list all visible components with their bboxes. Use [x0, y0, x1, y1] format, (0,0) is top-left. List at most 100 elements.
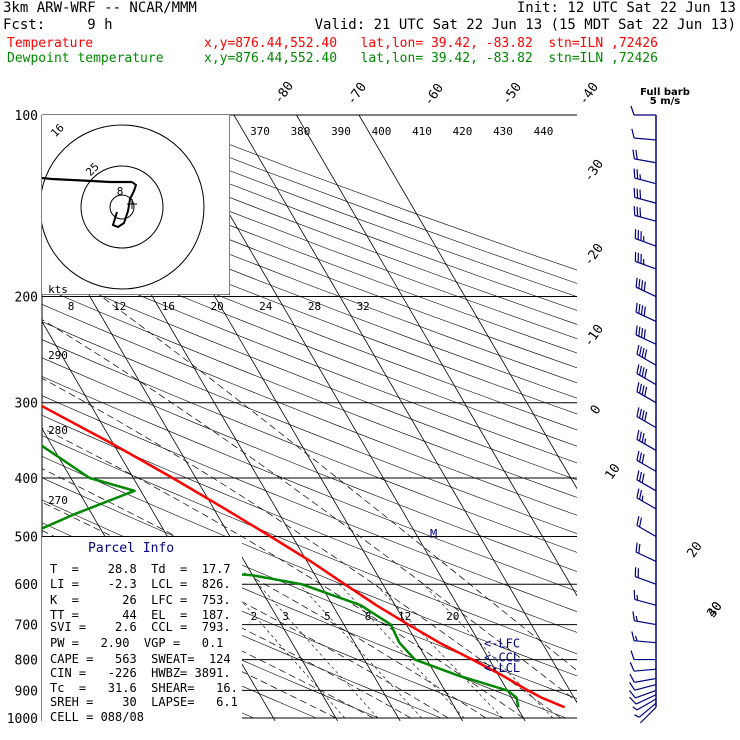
parcel-row: Tc = 31.6 SHEAR= 16. — [50, 681, 238, 695]
theta-label: 400 — [372, 125, 392, 138]
wind-barb-feather — [638, 408, 643, 419]
theta-label: 270 — [48, 494, 68, 507]
wind-barb-feather — [636, 382, 640, 392]
parcel-row: SVI = 2.6 CCL = 793. — [50, 620, 231, 634]
wind-barb-feather — [644, 386, 648, 397]
wind-barb-feather — [635, 325, 638, 336]
wind-barb-feather — [629, 696, 637, 705]
pressure-label: 400 — [15, 472, 38, 487]
parcel-row: SREH = 30 LAPSE= 6.1 — [50, 695, 238, 709]
pressure-label: 300 — [15, 397, 38, 412]
theta-label: 410 — [412, 125, 432, 138]
wind-barb-feather — [638, 383, 643, 394]
wind-barb-feather — [638, 365, 643, 376]
wind-barb-feather — [631, 631, 635, 641]
level-annotation: <-LFC — [484, 637, 520, 651]
wind-barb-staff — [636, 416, 657, 429]
mixing-ratio-label: 20 — [446, 610, 459, 623]
dry-adiabat-line — [42, 435, 577, 655]
wind-barb-staff — [634, 677, 657, 683]
barb-legend: Full barb 5 m/s — [640, 87, 690, 107]
wind-barb-feather — [641, 347, 645, 358]
dry-adiabat-line — [42, 570, 379, 719]
dry-adiabat-line — [42, 238, 577, 447]
wind-barb-feather — [633, 205, 636, 216]
dry-adiabat-line — [42, 222, 577, 431]
wind-barb-feather — [638, 517, 643, 528]
temperature-legend-label: Temperature — [7, 36, 94, 51]
wind-barb-staff — [635, 238, 657, 247]
level-annotation: <-LCL — [484, 661, 520, 675]
dry-adiabat-line — [42, 456, 577, 677]
wind-barb-staff — [635, 260, 657, 270]
wind-barb-staff — [636, 391, 657, 404]
pressure-label: 500 — [15, 530, 38, 545]
wind-barb-feather — [643, 281, 646, 292]
theta-label: 420 — [453, 125, 473, 138]
hodograph-speed-label: 16 — [162, 300, 175, 313]
wind-barb-staff — [634, 196, 657, 204]
temperature-profile-line — [42, 404, 566, 709]
temperature-tick-label: -10 — [581, 322, 607, 350]
wind-barb-feather — [643, 329, 646, 339]
wind-barb-feather — [632, 149, 635, 160]
wind-barb-staff — [636, 353, 657, 366]
temperature-tick-label: -70 — [344, 80, 370, 108]
hodograph-ring-label: 8 — [117, 185, 124, 198]
mixing-ratio-label: 5 — [324, 610, 331, 623]
wind-barb-staff — [635, 334, 657, 345]
valid-time: Valid: 21 UTC Sat 22 Jun 13 (15 MDT Sat … — [314, 17, 736, 33]
wind-barb-staff — [635, 311, 657, 323]
wind-barb-staff — [634, 620, 657, 626]
temperature-location: x,y=876.44,552.40 lat,lon= 39.42, -83.82… — [204, 36, 658, 51]
wind-barb-feather — [644, 411, 648, 422]
isotherm-line — [358, 115, 577, 490]
pressure-label: 700 — [15, 619, 38, 634]
wind-barb-feather — [639, 207, 642, 218]
hodograph-speed-label: 24 — [259, 300, 273, 313]
parcel-info-title: Parcel Info — [88, 541, 174, 556]
wind-barb-staff — [634, 598, 657, 606]
wind-barb-feather — [636, 450, 640, 461]
temperature-tick-label: -20 — [581, 241, 607, 269]
theta-labels: 370 380 390 400 410 420 430 440 290 280 270 — [48, 125, 553, 507]
dewpoint-legend-label: Dewpoint temperature — [7, 51, 164, 66]
barb-legend-line2: 5 m/s — [650, 96, 681, 107]
hodograph-speed-label: 32 — [357, 300, 370, 313]
temperature-tick-label: -30 — [581, 157, 607, 185]
isotherm-line — [233, 115, 577, 704]
wind-barb-feather — [633, 589, 636, 600]
wind-barb-feather — [641, 473, 645, 483]
dry-adiabat-line — [42, 270, 577, 481]
profile-lines — [42, 404, 566, 709]
dry-adiabat-line — [42, 163, 577, 369]
hodograph-speed-label: 28 — [308, 300, 321, 313]
isotherm-line — [171, 115, 526, 721]
wind-barb-feather — [636, 206, 639, 217]
forecast-hour: Fcst: 9 h — [3, 17, 113, 33]
wind-barb-feather — [638, 489, 643, 500]
wind-barb-feather — [638, 543, 641, 554]
hodograph-ring — [109, 194, 135, 220]
temperature-tick-label: 0 — [588, 402, 605, 417]
wind-barb-feather — [636, 344, 640, 355]
wind-barb-feather — [636, 364, 640, 374]
wind-barb-staff — [635, 551, 657, 562]
pressure-label: 1000 — [7, 712, 38, 727]
theta-label: 280 — [48, 424, 68, 437]
wind-barb-feather — [644, 349, 648, 359]
hodograph-speed-label: 12 — [113, 300, 126, 313]
parcel-row: TT = 44 EL = 187. — [50, 608, 231, 622]
wind-barb-half-feather — [636, 594, 639, 601]
hodograph-ring — [42, 124, 205, 290]
parcel-row: CIN = -226 HWBZ= 3891. — [50, 666, 231, 680]
wind-barb-feather — [644, 368, 648, 379]
wind-barb-feather — [641, 453, 645, 464]
theta-label: 290 — [48, 349, 68, 362]
parcel-row: K = 26 LFC = 753. — [50, 593, 231, 607]
wind-barb-feather — [629, 673, 635, 683]
dry-adiabat-line — [42, 376, 577, 592]
wind-barb-staff — [635, 689, 657, 699]
wind-barb-feather — [638, 452, 643, 463]
wind-barb-feather — [640, 280, 644, 290]
